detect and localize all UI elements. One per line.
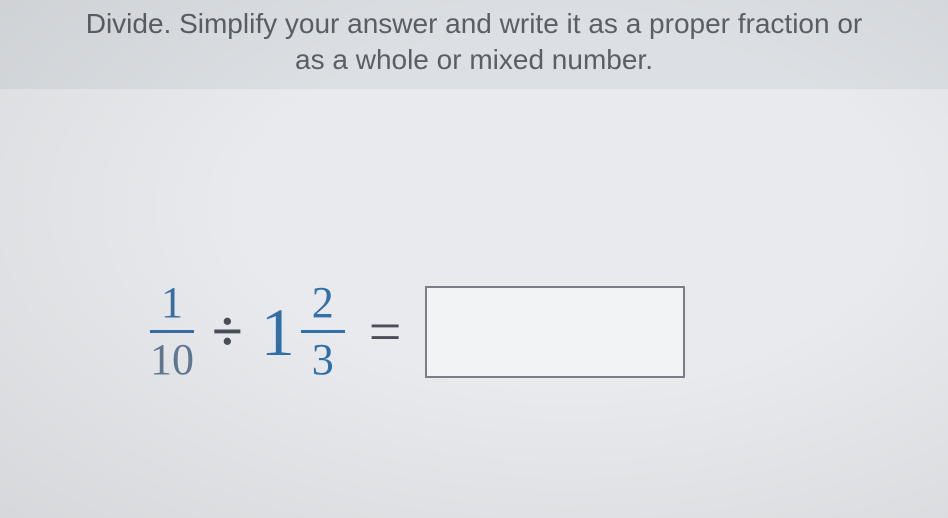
answer-input[interactable] <box>425 286 685 378</box>
mixed-whole: 1 <box>261 298 295 366</box>
right-mixed-number: 1 2 3 <box>261 280 345 383</box>
mixed-numerator: 2 <box>312 280 334 326</box>
mixed-denominator: 3 <box>312 337 334 383</box>
mixed-fraction: 2 3 <box>301 280 345 383</box>
left-fraction-denominator: 10 <box>150 337 194 383</box>
instruction-band: Divide. Simplify your answer and write i… <box>0 0 948 89</box>
instruction-line-2: as a whole or mixed number. <box>10 42 938 78</box>
math-problem: 1 10 ÷ 1 2 3 = <box>0 280 948 383</box>
instruction-line-1: Divide. Simplify your answer and write i… <box>10 6 938 42</box>
fraction-bar <box>301 330 345 333</box>
equals-sign: = <box>369 298 402 365</box>
fraction-bar <box>150 330 194 333</box>
left-fraction-numerator: 1 <box>161 280 183 326</box>
left-fraction: 1 10 <box>150 280 194 383</box>
division-operator: ÷ <box>212 300 243 364</box>
